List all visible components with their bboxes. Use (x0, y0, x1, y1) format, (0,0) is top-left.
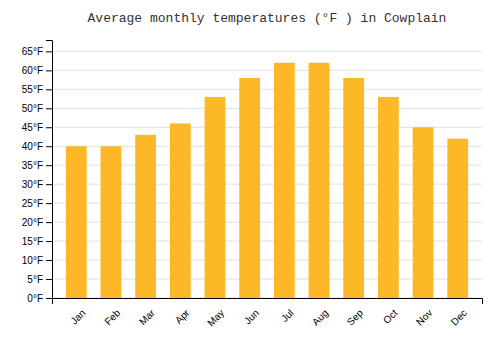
y-tick: 5°F (27, 274, 52, 285)
y-tick: 30°F (22, 179, 52, 190)
y-tick-label: 55°F (22, 84, 43, 95)
grid-line (52, 108, 482, 109)
grid-line (52, 89, 482, 90)
x-tick: Aug (310, 307, 330, 327)
bar (101, 146, 122, 298)
x-tick-label: Dec (449, 307, 469, 327)
x-tick: Jul (279, 307, 296, 324)
y-tick-label: 20°F (22, 217, 43, 228)
y-tick-label: 50°F (22, 103, 43, 114)
x-tick-label: Feb (102, 307, 122, 327)
y-axis: 0°F 5°F 10°F 15°F 20°F 25°F 30°F 35°F 40°F 45°F 50… (22, 41, 53, 304)
x-tick: Dec (449, 307, 469, 327)
y-tick-mark (46, 260, 52, 261)
y-tick-label: 15°F (22, 236, 43, 247)
y-tick-mark (46, 51, 52, 52)
grid-line (52, 70, 482, 71)
y-tick: 10°F (22, 255, 52, 266)
y-tick: 0°F (27, 293, 52, 304)
bars (66, 63, 468, 298)
bar (135, 135, 156, 298)
y-axis-line (46, 41, 53, 299)
y-tick-mark (46, 222, 52, 223)
chart: 0°F 5°F 10°F 15°F 20°F 25°F 30°F 35°F 40°F 45°F 50… (0, 0, 500, 350)
y-tick: 35°F (22, 160, 52, 171)
bar (66, 146, 87, 298)
x-tick: Feb (102, 307, 122, 327)
x-axis-line (53, 299, 483, 305)
bar (343, 78, 364, 298)
x-tick-label: Oct (381, 307, 400, 326)
y-tick-mark (46, 165, 52, 166)
bar (274, 63, 295, 298)
y-tick-mark (46, 146, 52, 147)
y-tick-label: 60°F (22, 65, 43, 76)
y-tick-mark (46, 89, 52, 90)
bar (170, 123, 191, 298)
y-tick-label: 45°F (22, 122, 43, 133)
y-tick: 60°F (22, 65, 52, 76)
y-tick-mark (46, 70, 52, 71)
title: Average monthly temperatures (°F ) in Co… (88, 11, 447, 26)
x-tick-label: Jul (279, 307, 296, 324)
y-tick: 15°F (22, 236, 52, 247)
x-tick: Nov (414, 307, 434, 327)
y-tick-label: 40°F (22, 141, 43, 152)
y-tick: 50°F (22, 103, 52, 114)
x-tick: Jan (68, 307, 87, 326)
bar (378, 97, 399, 298)
y-tick-mark (46, 298, 52, 299)
y-tick-label: 35°F (22, 160, 43, 171)
x-tick-label: Sep (345, 307, 366, 328)
x-tick-label: Mar (137, 307, 157, 327)
grid-line (52, 51, 482, 52)
y-tick-mark (46, 279, 52, 280)
y-tick: 40°F (22, 141, 52, 152)
x-tick: Mar (137, 307, 157, 327)
x-tick: Sep (345, 307, 366, 328)
y-tick: 55°F (22, 84, 52, 95)
bar (309, 63, 330, 298)
x-tick-label: Jan (68, 307, 87, 326)
y-tick-label: 65°F (22, 46, 43, 57)
x-tick: Oct (381, 307, 400, 326)
bar (447, 139, 468, 298)
y-tick: 45°F (22, 122, 52, 133)
y-tick-label: 10°F (22, 255, 43, 266)
y-tick-mark (46, 184, 52, 185)
grid (52, 51, 482, 298)
y-tick-mark (46, 127, 52, 128)
y-tick-mark (46, 203, 52, 204)
x-tick-label: May (205, 307, 226, 328)
x-tick-label: Aug (310, 307, 330, 327)
x-tick: Jun (242, 307, 261, 326)
y-tick-label: 5°F (27, 274, 43, 285)
y-tick-mark (46, 241, 52, 242)
x-tick: Apr (173, 307, 192, 326)
x-tick-label: Jun (242, 307, 261, 326)
x-axis: Jan Feb Mar Apr May Jun Jul Aug Sep Oct Nov Dec (53, 299, 483, 329)
y-tick: 25°F (22, 198, 52, 209)
bar (205, 97, 226, 298)
bar (239, 78, 260, 298)
y-tick-label: 25°F (22, 198, 43, 209)
bar (413, 127, 434, 298)
y-tick: 65°F (22, 46, 52, 57)
x-tick-label: Nov (414, 307, 434, 327)
y-tick-label: 30°F (22, 179, 43, 190)
y-tick-label: 0°F (27, 293, 43, 304)
y-tick: 20°F (22, 217, 52, 228)
plot: 0°F 5°F 10°F 15°F 20°F 25°F 30°F 35°F 40°F 45°F 50… (22, 41, 483, 329)
y-tick-mark (46, 108, 52, 109)
x-tick: May (205, 307, 226, 328)
x-tick-label: Apr (173, 307, 192, 326)
